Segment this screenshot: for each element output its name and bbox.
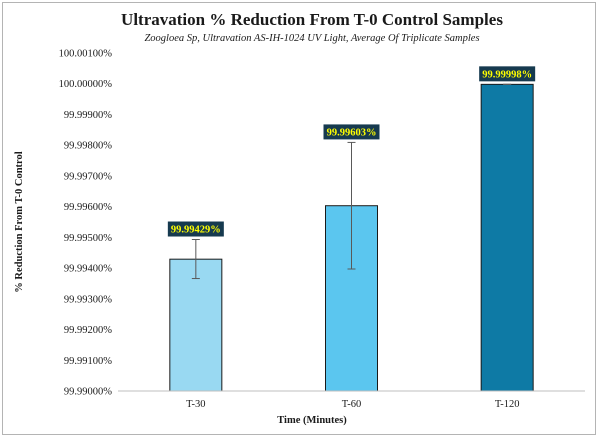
data-label-box [167, 221, 224, 237]
y-tick-label: 100.00100% [59, 49, 113, 60]
y-tick-label: 99.99300% [64, 294, 112, 305]
x-tick-label: T-120 [495, 399, 520, 410]
error-bar [347, 141, 356, 270]
data-label: 99.99603% [323, 124, 380, 140]
chart-subtitle: Zoogloea Sp, Ultravation AS-IH-1024 UV L… [144, 33, 479, 44]
y-axis-label: % Reduction From T-0 Control [14, 151, 25, 292]
data-labels: 99.99429% 99.99603% 99.99998% [167, 66, 536, 237]
data-label-box [479, 66, 536, 82]
y-tick-label: 99.99700% [64, 171, 112, 182]
data-label-text: 99.99429% [171, 225, 221, 236]
y-tick-label: 99.99100% [64, 356, 112, 367]
data-label-text: 99.99998% [482, 70, 532, 81]
y-tick-label: 100.00000% [59, 79, 113, 90]
data-label-text: 99.99603% [327, 128, 377, 139]
x-tick-label: T-60 [342, 399, 361, 410]
data-label: 99.99429% [167, 221, 224, 237]
y-tick-label: 99.99500% [64, 233, 112, 244]
x-axis-ticks: T-30 T-60 T-120 [186, 399, 519, 410]
chart-title: Ultravation % Reduction From T-0 Control… [121, 10, 503, 29]
bar-t-30 [169, 258, 223, 392]
y-axis-ticks: 99.99000% 99.99100% 99.99200% 99.99300% 99.9… [59, 49, 113, 398]
error-bar [191, 239, 200, 280]
error-bars [191, 83, 512, 280]
y-tick-label: 99.99000% [64, 387, 112, 398]
y-tick-label: 99.99800% [64, 141, 112, 152]
y-tick-label: 99.99200% [64, 325, 112, 336]
y-tick-label: 99.99600% [64, 202, 112, 213]
y-tick-label: 99.99400% [64, 264, 112, 275]
x-tick-label: T-30 [186, 399, 205, 410]
data-label: 99.99998% [479, 66, 536, 82]
data-label-box [323, 124, 380, 140]
bar-t-120 [480, 83, 534, 392]
y-tick-label: 99.99900% [64, 110, 112, 121]
x-axis-label: Time (Minutes) [277, 415, 347, 426]
